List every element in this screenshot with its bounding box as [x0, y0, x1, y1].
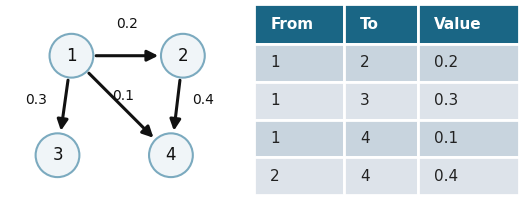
Text: 0.3: 0.3: [434, 93, 459, 108]
Bar: [254, 120, 344, 157]
Text: 1: 1: [270, 131, 280, 146]
Bar: [418, 44, 519, 82]
Circle shape: [149, 133, 193, 177]
Bar: [254, 4, 344, 44]
Circle shape: [49, 34, 93, 78]
Bar: [254, 157, 344, 195]
Text: 0.1: 0.1: [434, 131, 458, 146]
Bar: [344, 44, 418, 82]
Text: 0.4: 0.4: [192, 93, 214, 106]
Bar: [418, 157, 519, 195]
Bar: [418, 82, 519, 120]
Bar: [418, 4, 519, 44]
Bar: [254, 44, 344, 82]
Text: 0.4: 0.4: [434, 169, 458, 184]
Bar: [344, 4, 418, 44]
Bar: [418, 120, 519, 157]
Bar: [344, 120, 418, 157]
Text: 3: 3: [360, 93, 370, 108]
Bar: [344, 82, 418, 120]
Text: 4: 4: [360, 169, 370, 184]
Text: 0.2: 0.2: [116, 17, 138, 31]
Text: 2: 2: [360, 56, 370, 70]
Circle shape: [36, 133, 79, 177]
Bar: [344, 157, 418, 195]
Text: From: From: [270, 17, 313, 31]
Text: 2: 2: [270, 169, 280, 184]
Text: 0.2: 0.2: [434, 56, 458, 70]
Text: To: To: [360, 17, 379, 31]
Text: Value: Value: [434, 17, 482, 31]
Text: 3: 3: [52, 146, 63, 164]
Text: 4: 4: [166, 146, 176, 164]
Circle shape: [161, 34, 205, 78]
Text: 4: 4: [360, 131, 370, 146]
Bar: [254, 82, 344, 120]
Text: 1: 1: [66, 47, 77, 65]
Text: 0.1: 0.1: [112, 89, 134, 102]
Text: 1: 1: [270, 56, 280, 70]
Text: 0.3: 0.3: [25, 93, 47, 106]
Text: 1: 1: [270, 93, 280, 108]
Text: 2: 2: [177, 47, 188, 65]
